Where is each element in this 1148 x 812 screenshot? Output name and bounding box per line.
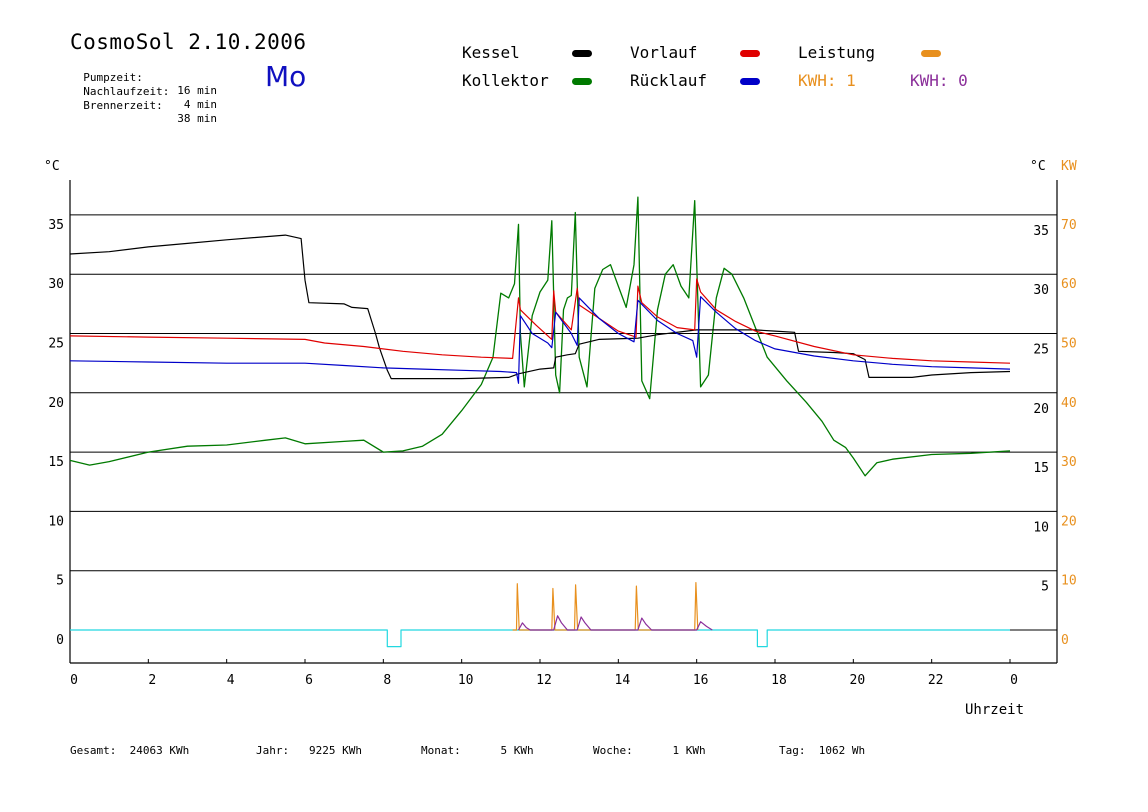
info-value: 38 min xyxy=(177,112,217,125)
info-row-brennerzeit: Brennerzeit: 38 min xyxy=(70,86,217,125)
y-axis-left-unit: °C xyxy=(44,159,60,174)
y-tick-kw: 10 xyxy=(1061,574,1077,589)
y-tick-kw: 40 xyxy=(1061,396,1077,411)
legend-leistung-swatch xyxy=(921,50,941,57)
y-tick-right: 25 xyxy=(1033,343,1049,358)
weekday-label: Mo xyxy=(265,60,307,93)
footer-jahr: Jahr: 9225 KWh xyxy=(256,744,362,757)
series-ruecklauf xyxy=(69,296,1011,384)
info-row-pumpzeit: Pumpzeit: 16 min xyxy=(70,58,217,97)
y-tick-left: 10 xyxy=(48,514,64,529)
y-tick-left: 20 xyxy=(48,396,64,411)
y-axis-right-unit: °C xyxy=(1030,159,1046,174)
footer-label: Woche: xyxy=(593,744,633,757)
x-axis-label: Uhrzeit xyxy=(965,702,1024,718)
y-tick-right: 5 xyxy=(1041,580,1049,595)
legend-kessel-swatch xyxy=(572,50,592,57)
x-tick-label: 2 xyxy=(148,673,156,688)
info-row-nachlaufzeit: Nachlaufzeit: 4 min xyxy=(70,72,217,111)
legend-leistung-label: Leistung xyxy=(798,43,876,62)
y-tick-right: 35 xyxy=(1033,224,1049,239)
series-kessel xyxy=(69,234,1011,380)
y-tick-kw: 60 xyxy=(1061,277,1077,292)
series-kwh xyxy=(517,615,713,631)
y-tick-left: 30 xyxy=(48,277,64,292)
x-tick-label: 20 xyxy=(850,673,866,688)
info-label: Nachlaufzeit: xyxy=(83,85,170,98)
footer-value: 9225 KWh xyxy=(309,744,362,757)
legend-vorlauf-swatch xyxy=(740,50,760,57)
legend-kessel-label: Kessel xyxy=(462,43,520,62)
footer-monat: Monat: 5 KWh xyxy=(421,744,534,757)
y-tick-left: 25 xyxy=(48,337,64,352)
legend-ruecklauf-swatch xyxy=(740,78,760,85)
chart-title: CosmoSol 2.10.2006 xyxy=(70,30,307,54)
x-tick-label: 10 xyxy=(458,673,474,688)
footer-value: 1062 Wh xyxy=(818,744,866,757)
x-tick-label: 14 xyxy=(615,673,631,688)
legend-kollektor-swatch xyxy=(572,78,592,85)
series-leistung xyxy=(512,582,699,631)
x-tick-label: 12 xyxy=(536,673,552,688)
footer-tag: Tag: 1062 Wh xyxy=(779,744,865,757)
x-tick-label: 4 xyxy=(227,673,235,688)
legend-kwh1-label: KWH: 1 xyxy=(798,71,856,90)
y-tick-right: 10 xyxy=(1033,520,1049,535)
info-label: Pumpzeit: xyxy=(83,71,143,84)
x-tick-label: 8 xyxy=(383,673,391,688)
y-tick-left: 15 xyxy=(48,455,64,470)
y-tick-left: 5 xyxy=(56,574,64,589)
footer-label: Tag: xyxy=(779,744,806,757)
x-tick-label: 6 xyxy=(305,673,313,688)
legend-kwh2-label: KWH: 0 xyxy=(910,71,968,90)
footer-value: 5 KWh xyxy=(500,744,534,757)
y-tick-right: 30 xyxy=(1033,283,1049,298)
footer-value: 24063 KWh xyxy=(129,744,190,757)
legend-ruecklauf-label: Rücklauf xyxy=(630,71,708,90)
x-tick-label: 16 xyxy=(693,673,709,688)
y-tick-left: 0 xyxy=(56,633,64,648)
series-kollektor xyxy=(69,196,1011,477)
y-tick-kw: 30 xyxy=(1061,455,1077,470)
footer-value: 1 KWh xyxy=(672,744,706,757)
x-tick-label: 22 xyxy=(928,673,944,688)
y-axis-kw-unit: KW xyxy=(1061,159,1077,174)
y-tick-kw: 0 xyxy=(1061,633,1069,648)
footer-label: Monat: xyxy=(421,744,461,757)
info-label: Brennerzeit: xyxy=(83,99,163,112)
series-pumpe xyxy=(70,629,1010,648)
x-tick-label: 0 xyxy=(70,673,78,688)
x-tick-label: 0 xyxy=(1010,673,1018,688)
legend-kollektor-label: Kollektor xyxy=(462,71,549,90)
footer-gesamt: Gesamt: 24063 KWh xyxy=(70,744,189,757)
y-tick-left: 35 xyxy=(48,218,64,233)
y-tick-right: 20 xyxy=(1033,402,1049,417)
info-value: 16 min xyxy=(177,84,217,97)
y-tick-kw: 50 xyxy=(1061,337,1077,352)
footer-woche: Woche: 1 KWh xyxy=(593,744,706,757)
x-tick-label: 18 xyxy=(771,673,787,688)
info-value: 4 min xyxy=(183,98,217,111)
legend-vorlauf-label: Vorlauf xyxy=(630,43,698,62)
y-tick-kw: 20 xyxy=(1061,514,1077,529)
y-tick-kw: 70 xyxy=(1061,218,1077,233)
footer-label: Gesamt: xyxy=(70,744,117,757)
footer-label: Jahr: xyxy=(256,744,290,757)
y-tick-right: 15 xyxy=(1033,461,1049,476)
